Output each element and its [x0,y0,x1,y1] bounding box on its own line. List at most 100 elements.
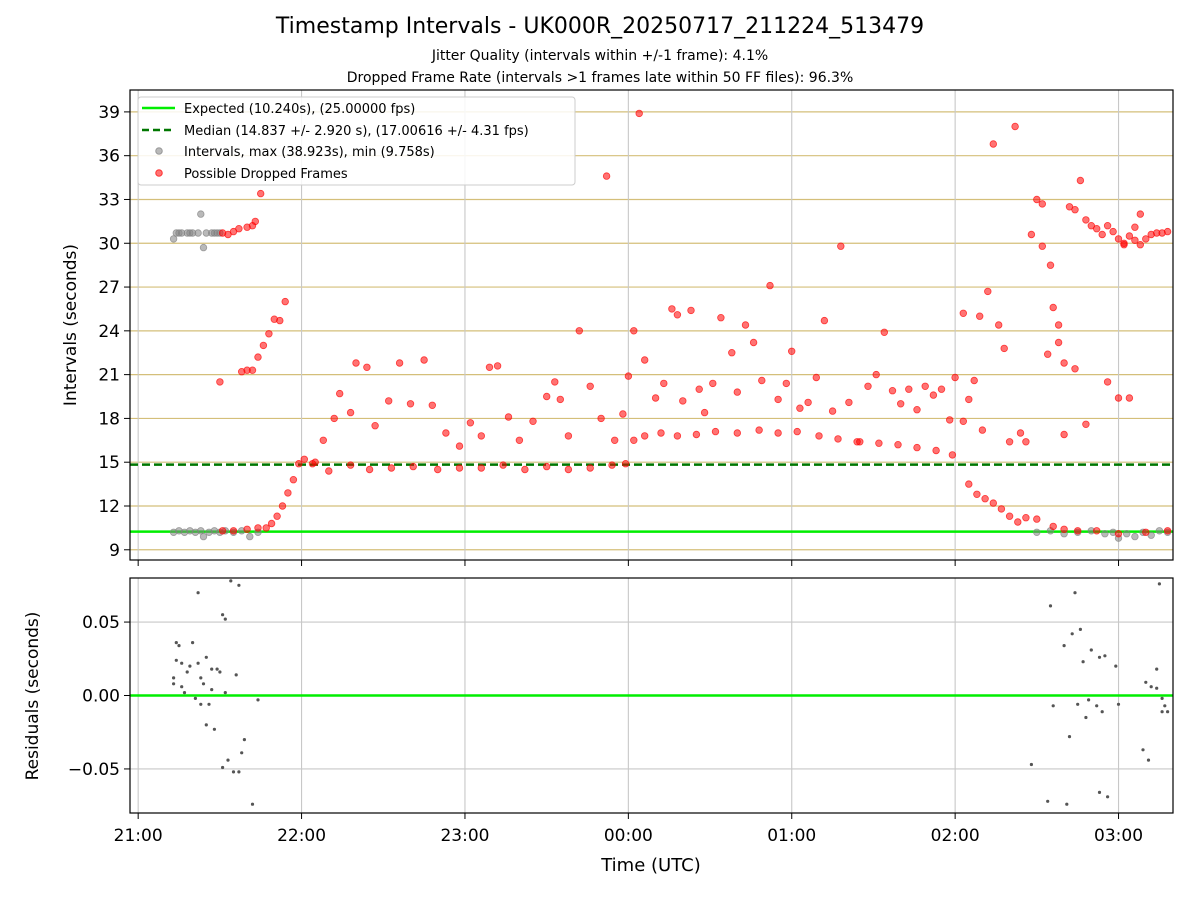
top-reference-lines [130,463,1173,533]
dropped-frame-point [880,328,888,336]
dropped-frame-point [254,353,262,361]
dropped-frame-point [959,309,967,317]
dropped-frame-point [812,373,820,382]
x-tick-label: 03:00 [1094,826,1143,846]
dropped-frame-point [913,443,921,452]
dropped-frame-point [551,378,559,386]
residual-point [221,765,225,770]
dropped-frame-point [395,359,404,367]
dropped-frame-point [1114,235,1123,243]
residual-point [234,673,238,677]
dropped-frame-point [1163,527,1172,535]
dropped-frame-point [597,414,605,423]
residual-point [1081,660,1085,664]
dropped-frame-point [477,464,485,472]
dropped-frame-point [984,287,992,296]
dropped-frame-point [611,436,619,444]
interval-point [199,243,208,252]
residual-point [1155,686,1159,690]
residual-point [229,579,233,583]
dropped-frame-point [1022,438,1030,446]
residual-point [1097,790,1102,795]
residual-point [1078,627,1082,632]
dropped-frame-point [434,465,442,474]
chart-title: Timestamp Intervals - UK000R_20250717_21… [275,14,925,39]
dropped-frame-point [1054,321,1063,329]
dropped-frame-point [442,429,450,437]
dropped-frame-point [679,397,687,405]
dropped-frame-point [1060,430,1068,439]
interval-point [1131,532,1139,541]
dropped-frame-point [624,372,633,380]
residual-point [1103,654,1107,658]
dropped-frame-point [1014,518,1022,526]
residual-point [1084,715,1088,720]
bottom-scatter-points [172,579,1170,806]
dropped-frame-point [660,379,668,388]
residual-point [177,644,181,648]
dropped-frame-point [311,458,319,466]
residual-point [196,591,200,595]
residual-point [1073,591,1077,595]
residual-point [201,682,206,686]
dropped-frame-point [692,430,701,439]
dropped-frame-point [965,395,973,404]
top-y-axis: 9 12 15 18 21 24 27 30 33 36 39 [98,103,130,561]
dropped-frame-point [1103,221,1112,230]
dropped-frame-point [1142,235,1150,243]
dropped-frame-point [248,366,257,374]
residual-point [199,702,203,706]
dropped-frame-point [1076,176,1085,185]
dropped-frame-point [325,467,333,475]
dropped-frame-point [385,397,393,405]
dropped-frame-point [485,363,494,371]
legend-dropped-swatch [155,169,163,177]
interval-point [169,235,178,243]
chart-subtitle-jitter: Jitter Quality (intervals within +/-1 fr… [431,48,769,64]
residual-point [172,682,176,686]
dropped-frame-point [989,499,997,507]
dropped-frame-point [1114,394,1123,402]
residual-point [212,727,216,731]
dropped-frame-point [820,316,829,325]
residual-point [223,617,227,621]
residual-point [1149,685,1153,689]
dropped-frame-point [216,378,224,386]
residual-point [1116,702,1121,706]
dropped-frame-point [251,217,259,226]
dropped-frame-point [1136,210,1144,218]
dropped-frame-point [981,495,989,503]
dropped-frame-point [932,446,940,455]
dropped-frame-point [1049,303,1057,312]
dropped-frame-point [673,432,682,440]
residual-point [250,802,255,806]
dropped-frame-point [1005,438,1014,446]
dropped-frame-point [504,413,513,421]
dropped-frame-point [515,436,524,444]
residual-point [191,641,195,645]
dropped-frame-point [218,527,227,535]
dropped-frame-point [630,436,638,444]
dropped-frame-point [1082,420,1090,428]
dropped-frame-point [793,427,801,436]
dropped-frame-point [281,297,289,306]
dropped-frame-point [788,347,796,355]
residual-point [210,688,214,692]
dropped-frame-point [1046,261,1055,269]
dropped-frame-point [352,359,360,367]
dropped-frame-point [363,363,371,371]
top-y-axis-label: Intervals (seconds) [61,244,81,406]
dropped-frame-point [409,462,417,471]
dropped-frame-point [284,489,292,497]
top-y-tick-label: 39 [98,103,120,123]
dropped-frame-point [420,356,428,364]
residual-point [193,696,197,701]
dropped-frame-point [758,376,766,385]
dropped-frame-point [1022,514,1030,522]
dropped-frame-point [273,512,281,520]
dropped-frame-point [641,432,649,440]
bottom-x-axis: 21:00 22:00 23:00 00:00 01:00 02:00 03:00 [114,813,1143,846]
residual-point [1146,758,1151,762]
dropped-frame-point [1103,378,1112,386]
